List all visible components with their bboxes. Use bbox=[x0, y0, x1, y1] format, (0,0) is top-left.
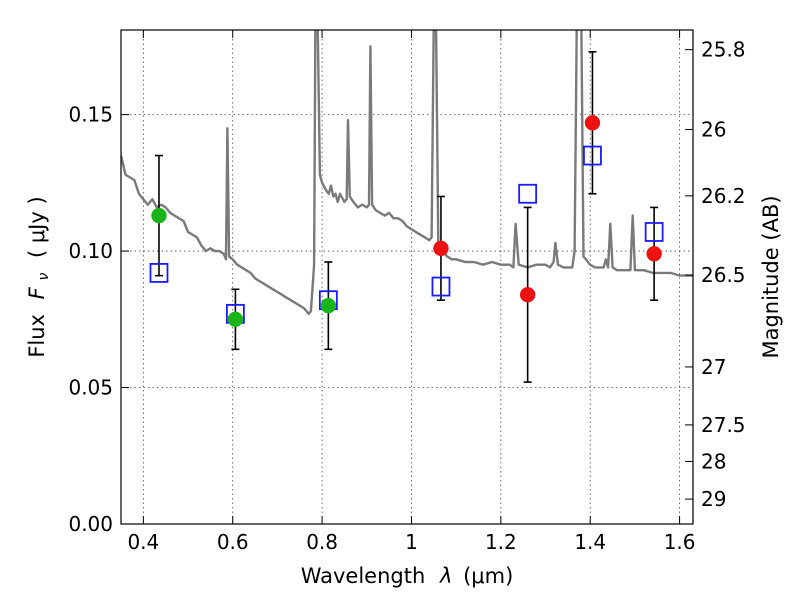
x-tick-label: 1.2 bbox=[485, 530, 517, 554]
model-sed-layer bbox=[121, 30, 693, 315]
observed-optical-point bbox=[320, 297, 337, 314]
y-axis-label-unit: ( μJy ) bbox=[25, 196, 49, 258]
x-tick-label: 0.4 bbox=[127, 530, 159, 554]
y-tick-label: 0.05 bbox=[68, 376, 113, 400]
y-axis-label-text: Flux bbox=[25, 314, 49, 358]
x-tick-label: 1.6 bbox=[664, 530, 696, 554]
x-axis-label: Wavelength λ (μm) bbox=[301, 564, 514, 588]
observed-optical-point bbox=[151, 207, 167, 224]
model-photometry-square bbox=[644, 222, 664, 242]
observed-nir-point bbox=[646, 246, 662, 262]
model-photometry-square bbox=[518, 183, 538, 204]
data-points-layer bbox=[149, 51, 664, 383]
x-tick-label: 0.6 bbox=[217, 530, 249, 554]
magnitude-tick-label: 29 bbox=[701, 487, 726, 511]
model-photometry-square bbox=[149, 263, 169, 283]
y-tick-label: 0.00 bbox=[68, 512, 113, 536]
observed-nir-point bbox=[433, 240, 449, 257]
plot-background bbox=[121, 30, 693, 524]
y-axis-label: Flux F ν ( μJy ) bbox=[25, 196, 53, 357]
magnitude-tick-label: 26.2 bbox=[701, 184, 746, 208]
magnitude-tick-label: 25.8 bbox=[701, 38, 746, 62]
plot-frame bbox=[120, 29, 694, 525]
x-axis-label-symbol: λ bbox=[439, 564, 452, 588]
x-axis-label-text: Wavelength bbox=[301, 564, 426, 588]
y-axis-label-subscript: ν bbox=[36, 273, 52, 281]
x-tick-label: 1.4 bbox=[574, 530, 606, 554]
magnitude-tick-label: 27.5 bbox=[701, 413, 746, 437]
model-spectrum-line bbox=[121, 30, 693, 315]
observed-optical-point bbox=[227, 311, 244, 328]
magnitude-axis-label: Magnitude (AB) bbox=[759, 195, 783, 358]
magnitude-tick-label: 28 bbox=[701, 449, 726, 473]
x-tick-label: 1 bbox=[405, 530, 418, 554]
magnitude-tick-label: 26.5 bbox=[701, 263, 746, 287]
magnitude-tick-label: 27 bbox=[701, 355, 726, 379]
model-photometry-square bbox=[583, 145, 602, 166]
x-tick-label: 0.8 bbox=[306, 530, 338, 554]
x-axis-label-unit: (μm) bbox=[463, 564, 513, 588]
observed-nir-point bbox=[584, 115, 601, 131]
observed-nir-point bbox=[519, 286, 536, 303]
y-tick-label: 0.15 bbox=[68, 103, 113, 127]
model-photometry-square bbox=[431, 276, 451, 297]
magnitude-tick-label: 26 bbox=[701, 117, 726, 141]
y-axis-label-symbol: F bbox=[25, 286, 49, 299]
ticks: 0.4 0.6 0.8 1 1.2 1.4 1.6 0.00 0.05 0.10 0.15 25.8 2… bbox=[68, 30, 746, 554]
y-tick-label: 0.10 bbox=[68, 239, 113, 263]
